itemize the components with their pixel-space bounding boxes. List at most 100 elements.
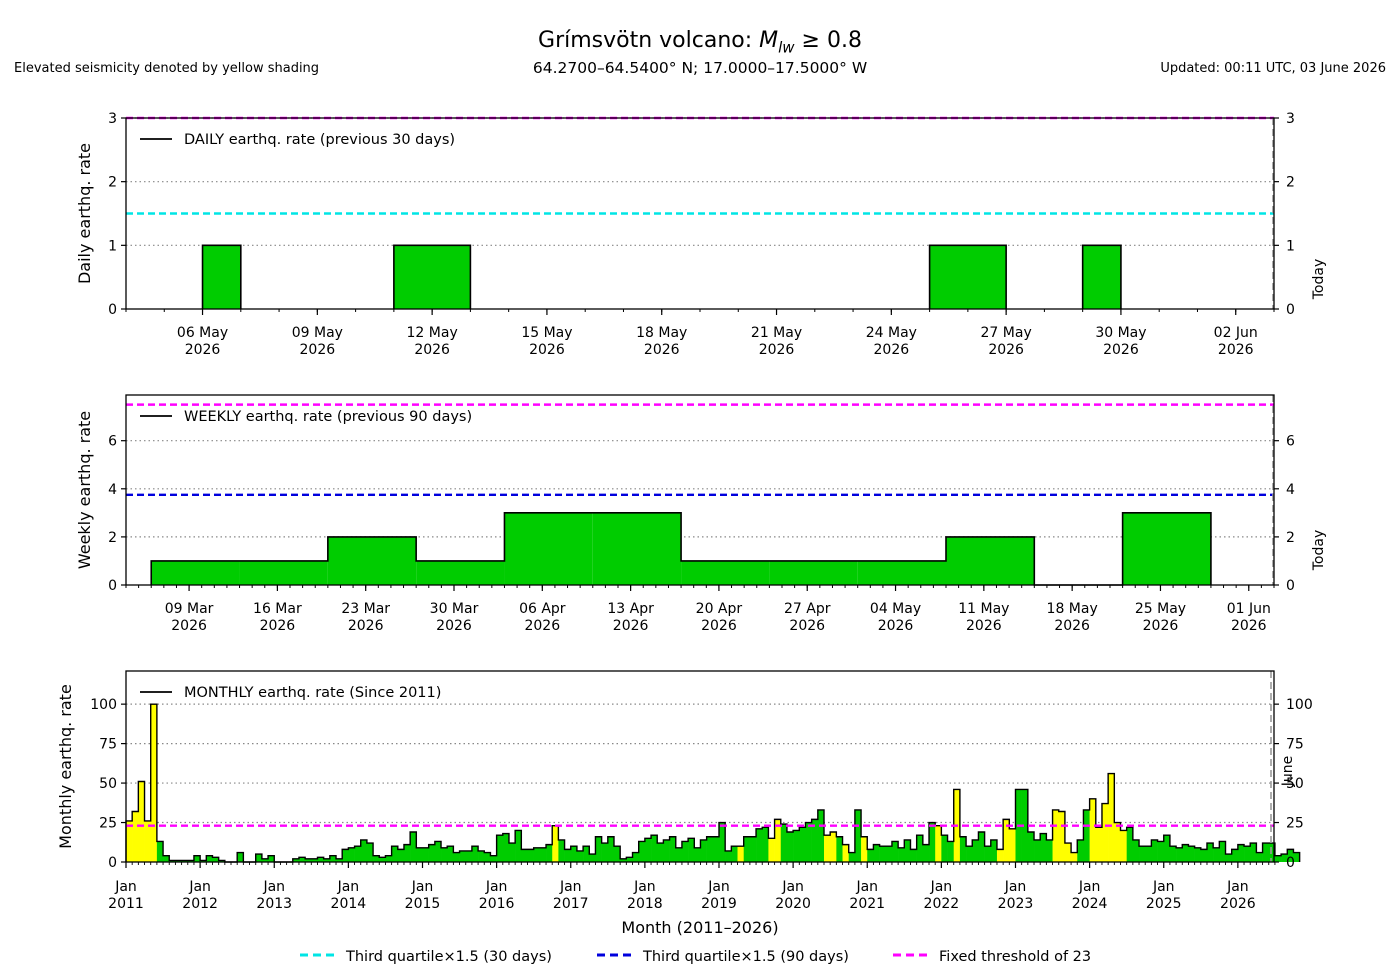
bar	[663, 839, 670, 862]
bar	[793, 830, 800, 862]
x-tick-label: Jan	[114, 879, 137, 895]
bar	[1151, 839, 1158, 862]
bar	[916, 835, 924, 862]
x-tick-label: 02 Jun	[1214, 325, 1258, 341]
bar	[675, 847, 683, 862]
bar	[990, 839, 998, 862]
y-tick-label: 2	[1286, 530, 1295, 546]
bar	[706, 836, 714, 862]
x-tick-label: 01 Jun	[1227, 601, 1271, 617]
bar	[1003, 819, 1010, 862]
y-tick-label: 0	[108, 302, 117, 318]
bar	[1176, 847, 1183, 862]
legend-label: WEEKLY earthq. rate (previous 90 days)	[184, 409, 472, 425]
bar	[1219, 841, 1226, 862]
bar	[490, 855, 497, 862]
legend-item-label: Third quartile×1.5 (30 days)	[345, 949, 552, 965]
bar	[799, 827, 806, 862]
bar	[1145, 846, 1152, 862]
x-tick-label: 2026	[524, 618, 560, 634]
bar-outline	[393, 244, 472, 309]
bar	[366, 843, 374, 862]
y-tick-label: 2	[1286, 175, 1295, 191]
x-tick-label: Jan	[781, 879, 804, 895]
bar	[891, 841, 899, 862]
bar	[323, 858, 331, 862]
x-tick-label: 2024	[1072, 896, 1108, 912]
bar	[1268, 843, 1276, 862]
bar	[867, 849, 874, 862]
bar	[737, 846, 745, 862]
x-tick-label: 2025	[1146, 896, 1182, 912]
x-tick-label: 2023	[998, 896, 1034, 912]
bar	[175, 860, 182, 862]
bar	[946, 536, 1035, 585]
bar	[1120, 830, 1127, 862]
y-tick-label: 25	[1286, 816, 1304, 832]
x-tick-label: 09 Mar	[165, 601, 214, 617]
bar	[410, 832, 417, 862]
x-tick-label: 2026	[529, 342, 565, 358]
x-tick-label: 27 Apr	[784, 601, 831, 617]
bar	[150, 704, 158, 862]
bar	[1046, 839, 1053, 862]
bar	[385, 855, 392, 862]
bar	[508, 843, 516, 862]
bar	[688, 838, 695, 862]
bar	[397, 849, 405, 862]
x-tick-label: 2016	[479, 896, 515, 912]
x-tick-label: 2015	[405, 896, 441, 912]
bar	[885, 846, 893, 862]
bar	[583, 846, 590, 862]
bar	[202, 245, 241, 309]
today-label: Today	[1311, 530, 1327, 572]
y-tick-label: 6	[1286, 434, 1295, 450]
bar	[1027, 832, 1035, 862]
bar	[620, 858, 627, 862]
bar	[539, 847, 547, 862]
bar	[743, 836, 751, 862]
bar	[718, 822, 726, 862]
region-coordinates: 64.2700–64.5400° N; 17.0000–17.5000° W	[532, 59, 868, 77]
bar	[762, 827, 769, 862]
bar	[1009, 828, 1016, 862]
bar	[830, 832, 837, 862]
bar	[1194, 847, 1202, 862]
x-tick-label: 2021	[849, 896, 885, 912]
bar	[749, 836, 757, 862]
bar	[978, 832, 985, 862]
legend-item-label: Third quartile×1.5 (90 days)	[642, 949, 849, 965]
bar	[576, 850, 584, 862]
bar	[681, 560, 770, 585]
y-tick-label: 50	[99, 776, 117, 792]
x-tick-label: Jan	[411, 879, 434, 895]
x-tick-label: 2012	[182, 896, 218, 912]
x-tick-label: 06 May	[177, 325, 228, 341]
bar	[959, 836, 967, 862]
y-tick-label: 0	[1286, 302, 1295, 318]
bar	[817, 809, 825, 862]
x-tick-label: 18 May	[636, 325, 687, 341]
bar	[712, 836, 720, 862]
bar	[471, 846, 479, 862]
bar	[496, 835, 504, 862]
updated-timestamp: Updated: 00:11 UTC, 03 June 2026	[1160, 61, 1386, 76]
bar	[657, 843, 664, 862]
x-tick-label: 2019	[701, 896, 737, 912]
x-tick-label: 2026	[300, 342, 336, 358]
bar	[651, 835, 658, 862]
y-tick-label: 100	[90, 697, 117, 713]
bar	[592, 512, 682, 585]
bar	[298, 857, 306, 862]
bar	[305, 858, 312, 862]
bar	[1157, 841, 1165, 862]
bar	[1256, 852, 1263, 862]
x-tick-label: Jan	[1226, 879, 1249, 895]
y-tick-label: 75	[99, 737, 117, 753]
bar	[1293, 852, 1300, 862]
x-tick-label: Jan	[188, 879, 211, 895]
x-tick-label: Jan	[1152, 879, 1175, 895]
bar	[861, 836, 868, 862]
bar	[904, 839, 911, 862]
y-tick-label: 75	[1286, 737, 1304, 753]
